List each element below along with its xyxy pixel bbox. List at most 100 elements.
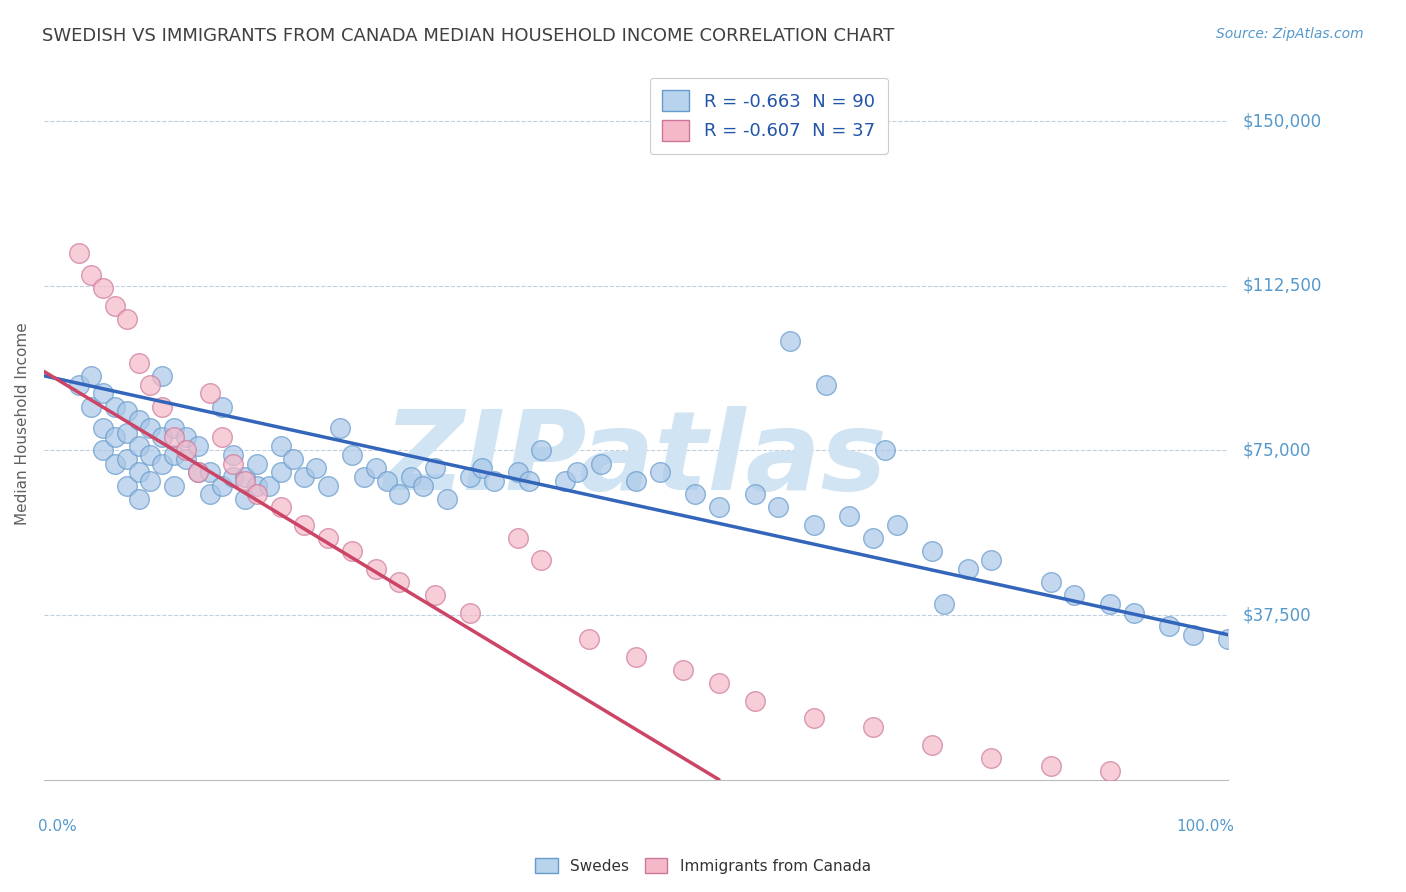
Point: [506, 531, 529, 545]
Point: [530, 443, 553, 458]
Point: [150, 368, 173, 383]
Point: [222, 457, 245, 471]
Text: $37,500: $37,500: [1243, 606, 1310, 624]
Point: [1218, 632, 1240, 647]
Point: [67, 245, 90, 260]
Point: [91, 281, 114, 295]
Point: [1098, 764, 1121, 778]
Point: [91, 421, 114, 435]
Point: [932, 597, 955, 611]
Point: [506, 466, 529, 480]
Point: [128, 491, 150, 506]
Point: [91, 386, 114, 401]
Legend: Swedes, Immigrants from Canada: Swedes, Immigrants from Canada: [529, 852, 877, 880]
Point: [388, 487, 411, 501]
Point: [862, 531, 884, 545]
Text: Source: ZipAtlas.com: Source: ZipAtlas.com: [1216, 27, 1364, 41]
Point: [80, 268, 103, 282]
Point: [222, 448, 245, 462]
Point: [1098, 597, 1121, 611]
Point: [139, 474, 162, 488]
Point: [364, 461, 387, 475]
Point: [744, 693, 766, 707]
Point: [294, 469, 316, 483]
Point: [139, 377, 162, 392]
Point: [174, 452, 197, 467]
Point: [565, 466, 588, 480]
Point: [364, 562, 387, 576]
Point: [436, 491, 458, 506]
Point: [163, 430, 186, 444]
Point: [388, 575, 411, 590]
Point: [803, 518, 825, 533]
Point: [246, 457, 269, 471]
Point: [104, 400, 127, 414]
Point: [766, 500, 789, 515]
Point: [1039, 759, 1062, 773]
Point: [174, 443, 197, 458]
Point: [624, 474, 647, 488]
Point: [115, 425, 138, 440]
Point: [80, 368, 103, 383]
Point: [128, 356, 150, 370]
Point: [150, 430, 173, 444]
Text: $150,000: $150,000: [1243, 112, 1322, 130]
Point: [187, 466, 209, 480]
Point: [471, 461, 494, 475]
Point: [340, 544, 363, 558]
Point: [91, 443, 114, 458]
Point: [80, 400, 103, 414]
Point: [139, 421, 162, 435]
Point: [198, 466, 221, 480]
Point: [67, 377, 90, 392]
Point: [187, 466, 209, 480]
Point: [340, 448, 363, 462]
Text: 0.0%: 0.0%: [38, 819, 77, 834]
Legend: R = -0.663  N = 90, R = -0.607  N = 37: R = -0.663 N = 90, R = -0.607 N = 37: [650, 78, 887, 153]
Point: [814, 377, 837, 392]
Point: [198, 487, 221, 501]
Point: [707, 676, 730, 690]
Point: [163, 448, 186, 462]
Point: [270, 466, 292, 480]
Point: [281, 452, 304, 467]
Point: [803, 711, 825, 725]
Point: [921, 544, 943, 558]
Point: [707, 500, 730, 515]
Text: $112,500: $112,500: [1243, 277, 1322, 294]
Point: [233, 469, 256, 483]
Point: [329, 421, 352, 435]
Point: [270, 500, 292, 515]
Point: [115, 404, 138, 418]
Text: $75,000: $75,000: [1243, 442, 1310, 459]
Point: [174, 430, 197, 444]
Point: [886, 518, 908, 533]
Point: [163, 421, 186, 435]
Point: [163, 478, 186, 492]
Point: [128, 412, 150, 426]
Point: [316, 478, 339, 492]
Point: [1181, 628, 1204, 642]
Point: [104, 457, 127, 471]
Point: [862, 720, 884, 734]
Point: [198, 386, 221, 401]
Point: [211, 430, 233, 444]
Point: [270, 439, 292, 453]
Point: [554, 474, 576, 488]
Point: [624, 649, 647, 664]
Point: [1039, 575, 1062, 590]
Text: SWEDISH VS IMMIGRANTS FROM CANADA MEDIAN HOUSEHOLD INCOME CORRELATION CHART: SWEDISH VS IMMIGRANTS FROM CANADA MEDIAN…: [42, 27, 894, 45]
Text: 100.0%: 100.0%: [1177, 819, 1234, 834]
Point: [956, 562, 979, 576]
Point: [294, 518, 316, 533]
Point: [980, 553, 1002, 567]
Point: [921, 738, 943, 752]
Point: [187, 439, 209, 453]
Point: [399, 469, 422, 483]
Point: [211, 400, 233, 414]
Point: [1063, 588, 1085, 602]
Point: [672, 663, 695, 677]
Point: [519, 474, 541, 488]
Point: [423, 461, 446, 475]
Point: [305, 461, 328, 475]
